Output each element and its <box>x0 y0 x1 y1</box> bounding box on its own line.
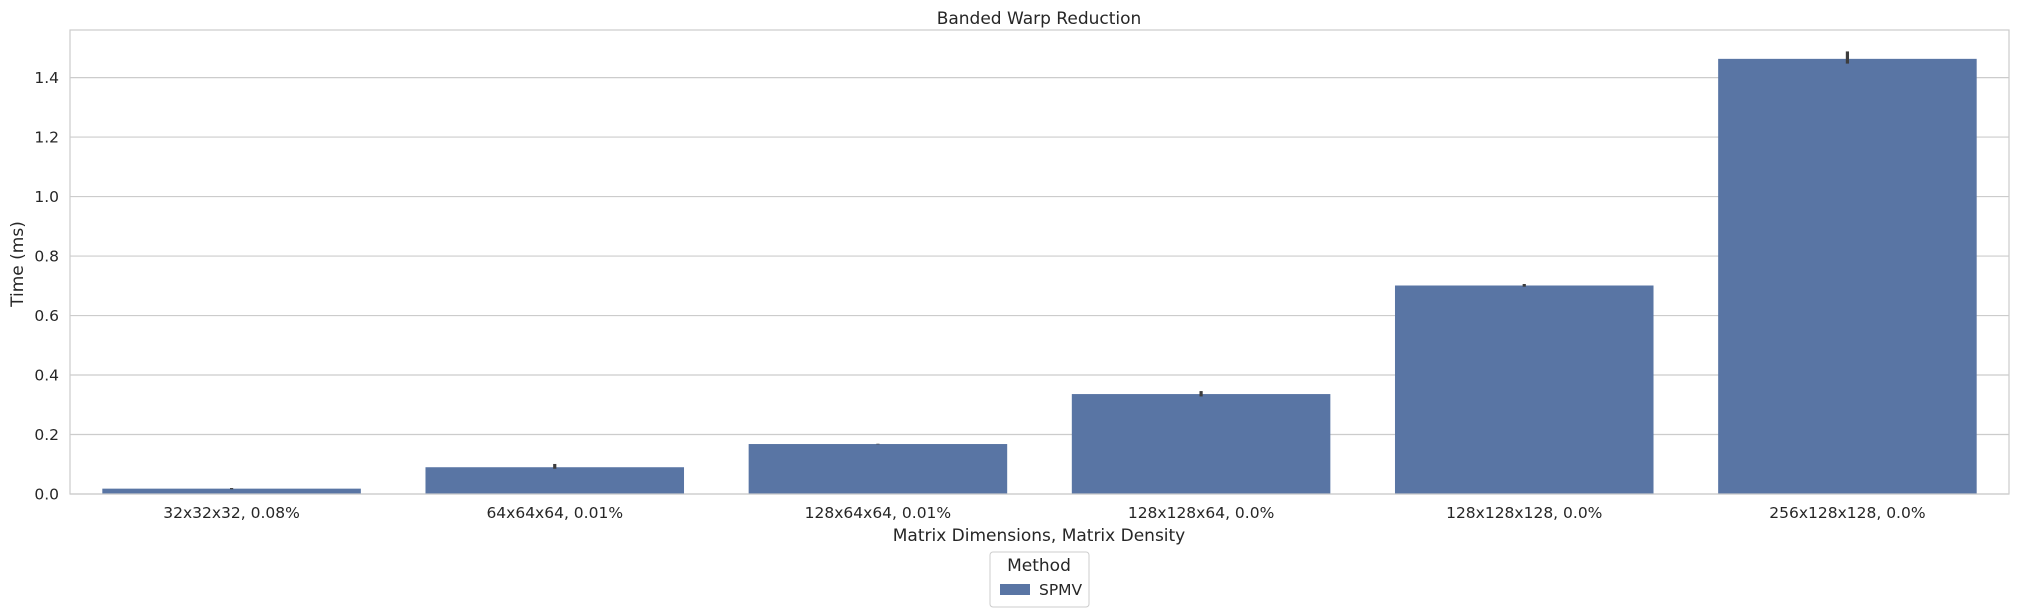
bar <box>1718 58 1977 494</box>
y-tick-label: 0.2 <box>34 426 59 444</box>
y-tick-label: 0.6 <box>34 307 59 325</box>
x-tick-label: 128x128x64, 0.0% <box>1128 504 1274 522</box>
x-axis-title: Matrix Dimensions, Matrix Density <box>893 526 1186 546</box>
y-tick-label: 1.2 <box>34 129 59 147</box>
bars <box>102 58 1977 494</box>
legend: Method SPMV <box>989 551 1090 608</box>
legend-label-spmv: SPMV <box>1039 581 1083 599</box>
x-tick-label: 64x64x64, 0.01% <box>486 504 623 522</box>
bar <box>102 488 361 494</box>
x-tick-label: 256x128x128, 0.0% <box>1769 504 1925 522</box>
x-tick-label: 32x32x32, 0.08% <box>163 504 300 522</box>
y-tick-label: 0.0 <box>34 486 59 504</box>
y-tick-label: 0.8 <box>34 248 59 266</box>
error-bars <box>229 51 1850 490</box>
x-tick-label: 128x64x64, 0.01% <box>805 504 951 522</box>
bar <box>748 444 1008 494</box>
gridlines <box>70 76 2009 495</box>
y-tick-label: 1.4 <box>34 69 59 87</box>
legend-title: Method <box>1007 556 1071 576</box>
y-axis-title: Time (ms) <box>8 221 28 308</box>
bar <box>1071 394 1331 494</box>
x-tick-labels: 32x32x32, 0.08% 64x64x64, 0.01% 128x64x64,… <box>163 504 1925 522</box>
y-tick-labels: 0.0 0.2 0.4 0.6 0.8 1.0 1.2 1.4 <box>34 69 59 503</box>
bar <box>425 467 685 494</box>
bar <box>1394 285 1654 494</box>
y-tick-label: 0.4 <box>34 367 59 385</box>
chart-title: Banded Warp Reduction <box>937 9 1142 29</box>
legend-swatch-spmv <box>1000 584 1030 595</box>
y-tick-label: 1.0 <box>34 188 59 206</box>
x-tick-label: 128x128x128, 0.0% <box>1446 504 1602 522</box>
plot-frame <box>69 29 2010 495</box>
